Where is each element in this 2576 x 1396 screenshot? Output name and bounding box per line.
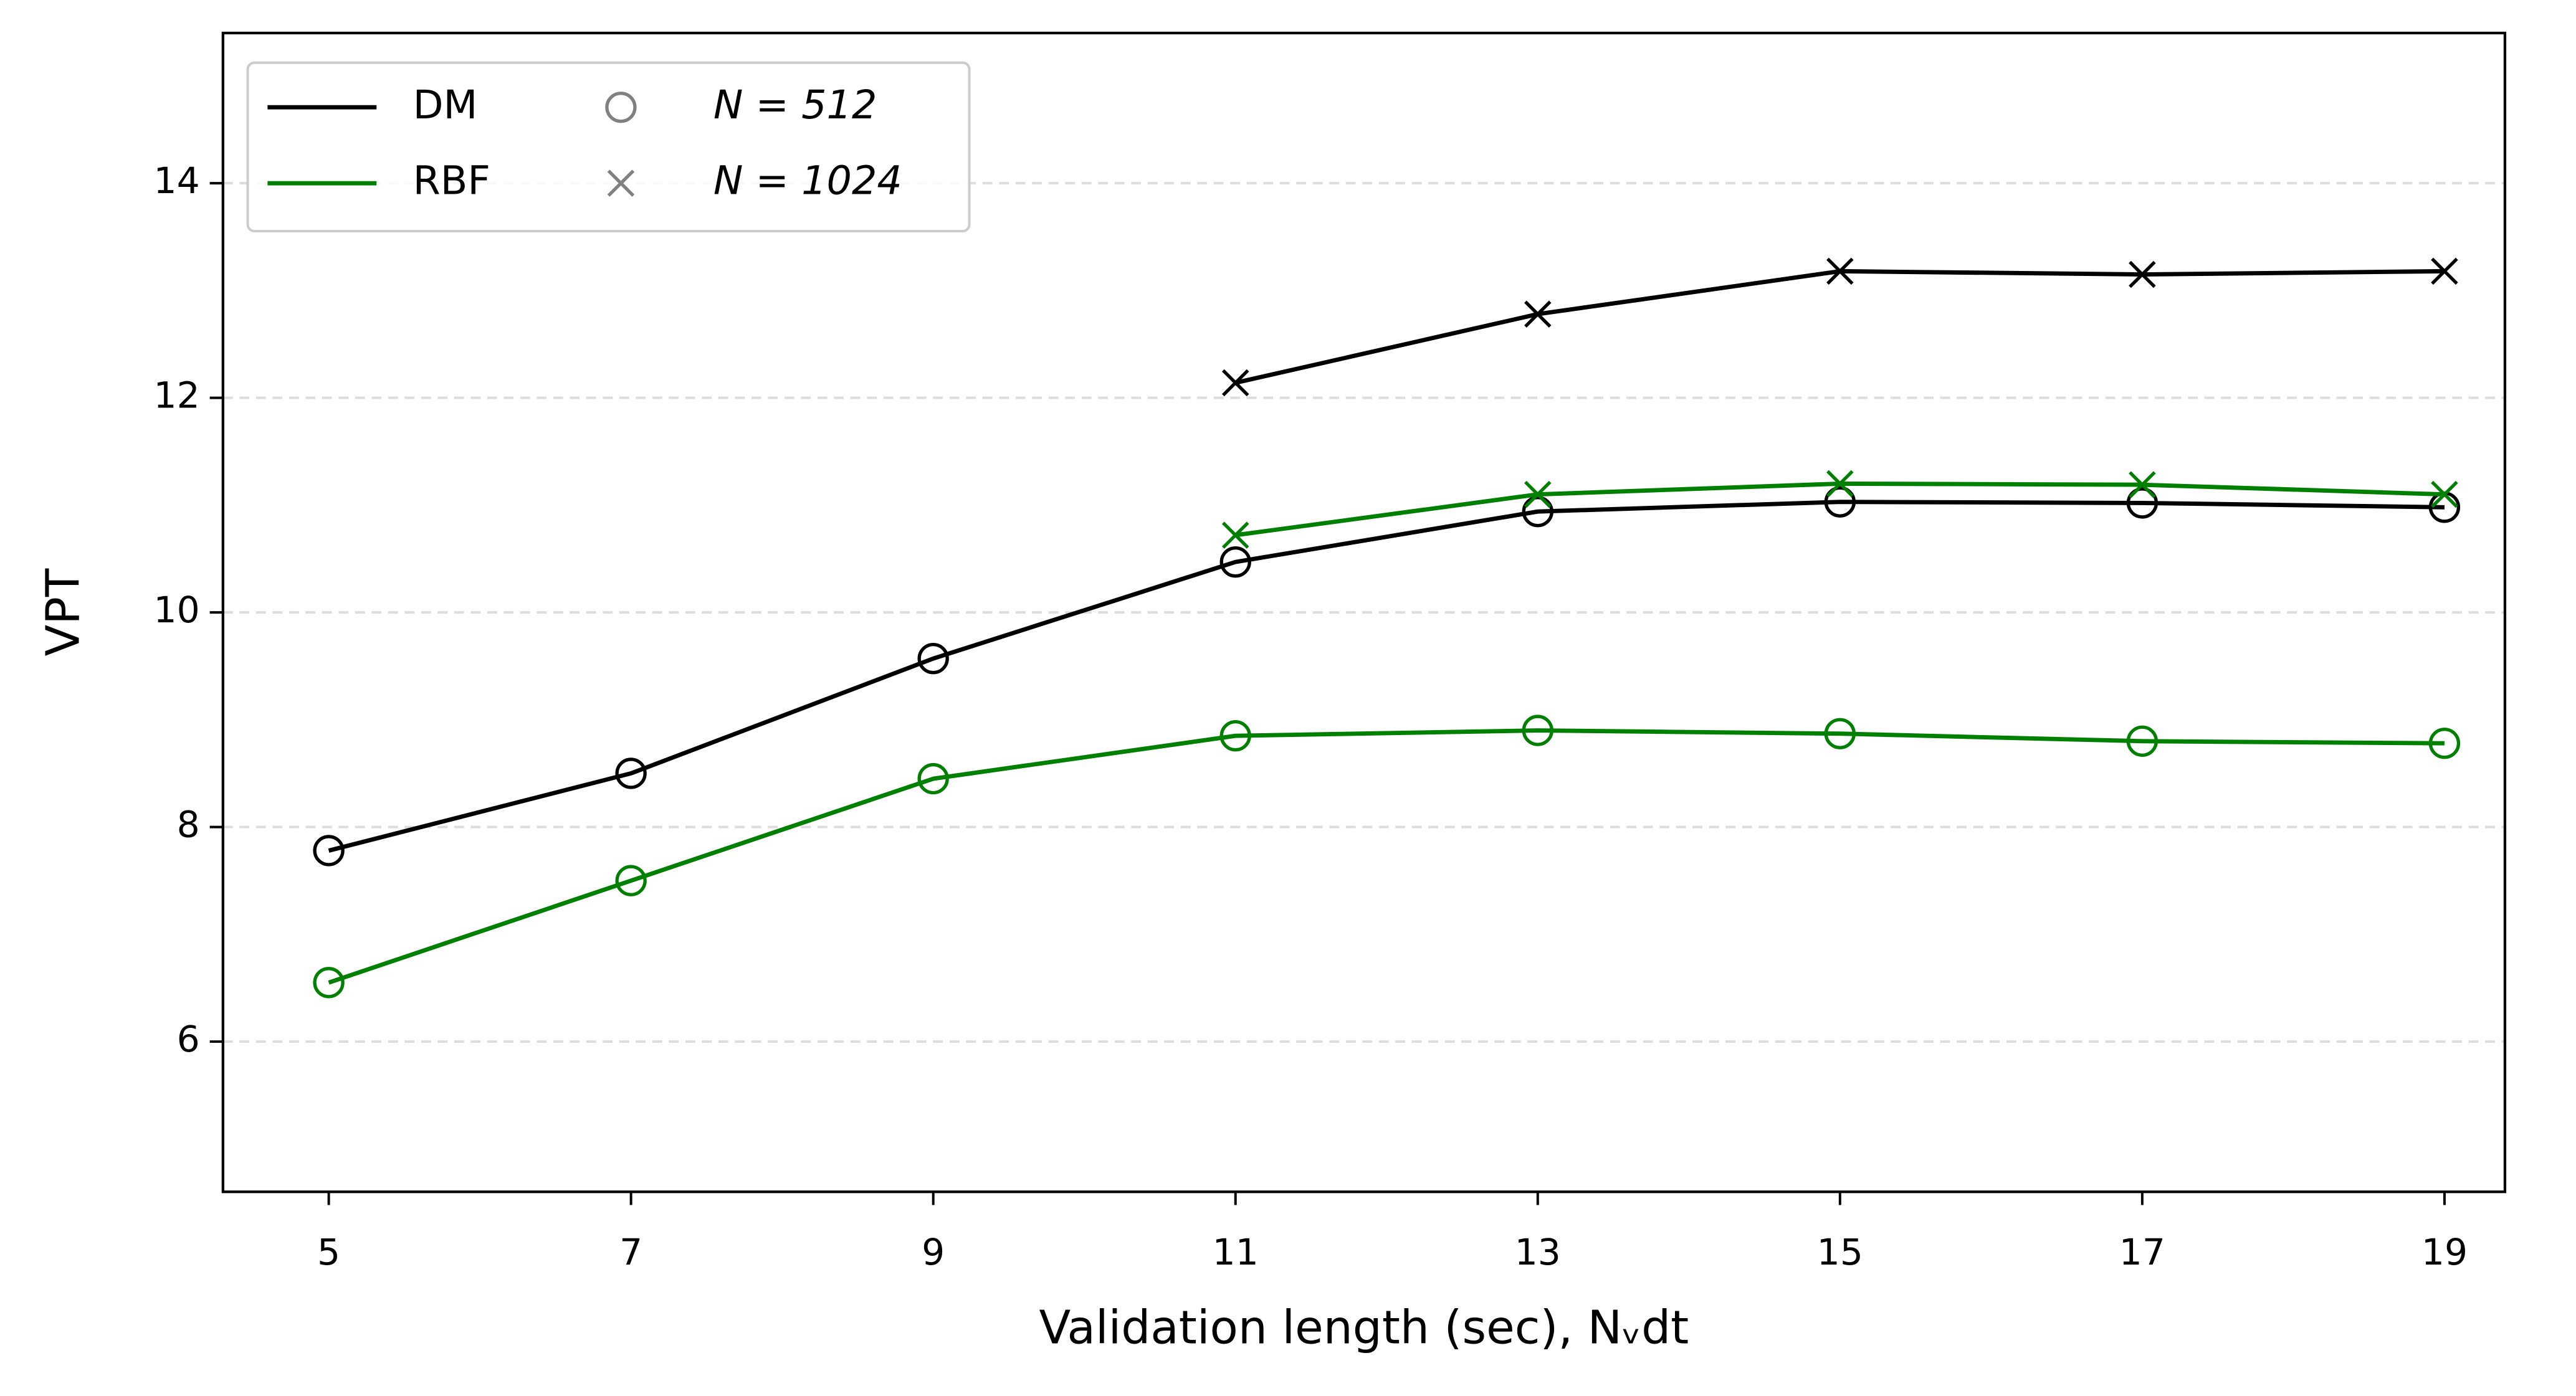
y-tick-label: 14 bbox=[154, 159, 200, 202]
marker-x bbox=[2431, 480, 2458, 508]
legend-label: RBF bbox=[413, 158, 490, 204]
legend-label: N = 1024 bbox=[713, 158, 902, 204]
series-line bbox=[1235, 481, 2445, 538]
marker-x bbox=[2431, 257, 2458, 285]
marker-circle bbox=[1522, 496, 1553, 528]
y-axis-label: VPT bbox=[37, 568, 90, 656]
marker-x bbox=[1221, 369, 1249, 397]
series-line bbox=[328, 500, 2445, 853]
legend-box bbox=[246, 61, 971, 232]
x-tick-label: 11 bbox=[1213, 1231, 1259, 1273]
legend-label: N = 512 bbox=[713, 82, 877, 128]
marker-x bbox=[1524, 300, 1552, 328]
marker-circle bbox=[917, 642, 949, 675]
marker-circle bbox=[2126, 725, 2159, 757]
marker-x bbox=[2129, 471, 2156, 498]
marker-x bbox=[1221, 521, 1249, 549]
x-tick-label: 15 bbox=[1817, 1231, 1863, 1273]
marker-x bbox=[1826, 470, 1854, 498]
marker-circle bbox=[1824, 486, 1856, 518]
marker-circle bbox=[615, 757, 647, 789]
legend-label: DM bbox=[413, 82, 478, 128]
x-tick-label: 17 bbox=[2119, 1231, 2165, 1273]
x-tick-label: 19 bbox=[2421, 1231, 2468, 1273]
legend-marker bbox=[607, 169, 635, 197]
marker-circle bbox=[1824, 718, 1856, 749]
marker-x bbox=[2129, 260, 2156, 288]
marker-circle bbox=[1219, 546, 1251, 578]
plot-frame bbox=[221, 31, 2507, 1194]
x-tick-label: 5 bbox=[317, 1231, 340, 1273]
marker-circle bbox=[1522, 715, 1553, 746]
marker-circle bbox=[1219, 720, 1251, 752]
x-tick-label: 9 bbox=[922, 1231, 945, 1273]
marker-circle bbox=[313, 967, 345, 999]
marker-circle bbox=[615, 865, 647, 896]
series-line bbox=[1234, 268, 2445, 385]
y-tick-label: 8 bbox=[177, 804, 200, 846]
y-tick-label: 6 bbox=[177, 1018, 200, 1060]
marker-x bbox=[1524, 480, 1552, 508]
x-tick-label: 7 bbox=[619, 1231, 642, 1273]
x-tick-label: 13 bbox=[1515, 1231, 1561, 1273]
marker-circle bbox=[2126, 487, 2159, 519]
y-tick-label: 10 bbox=[154, 589, 200, 631]
series-line bbox=[328, 728, 2445, 985]
marker-x bbox=[1826, 257, 1854, 285]
marker-circle bbox=[2428, 728, 2461, 759]
y-tick-label: 12 bbox=[154, 374, 200, 417]
legend-marker bbox=[605, 92, 637, 123]
x-axis-label: Validation length (sec), Nᵥdt bbox=[1039, 1301, 1689, 1354]
marker-circle bbox=[313, 835, 345, 867]
marker-circle bbox=[917, 762, 949, 795]
